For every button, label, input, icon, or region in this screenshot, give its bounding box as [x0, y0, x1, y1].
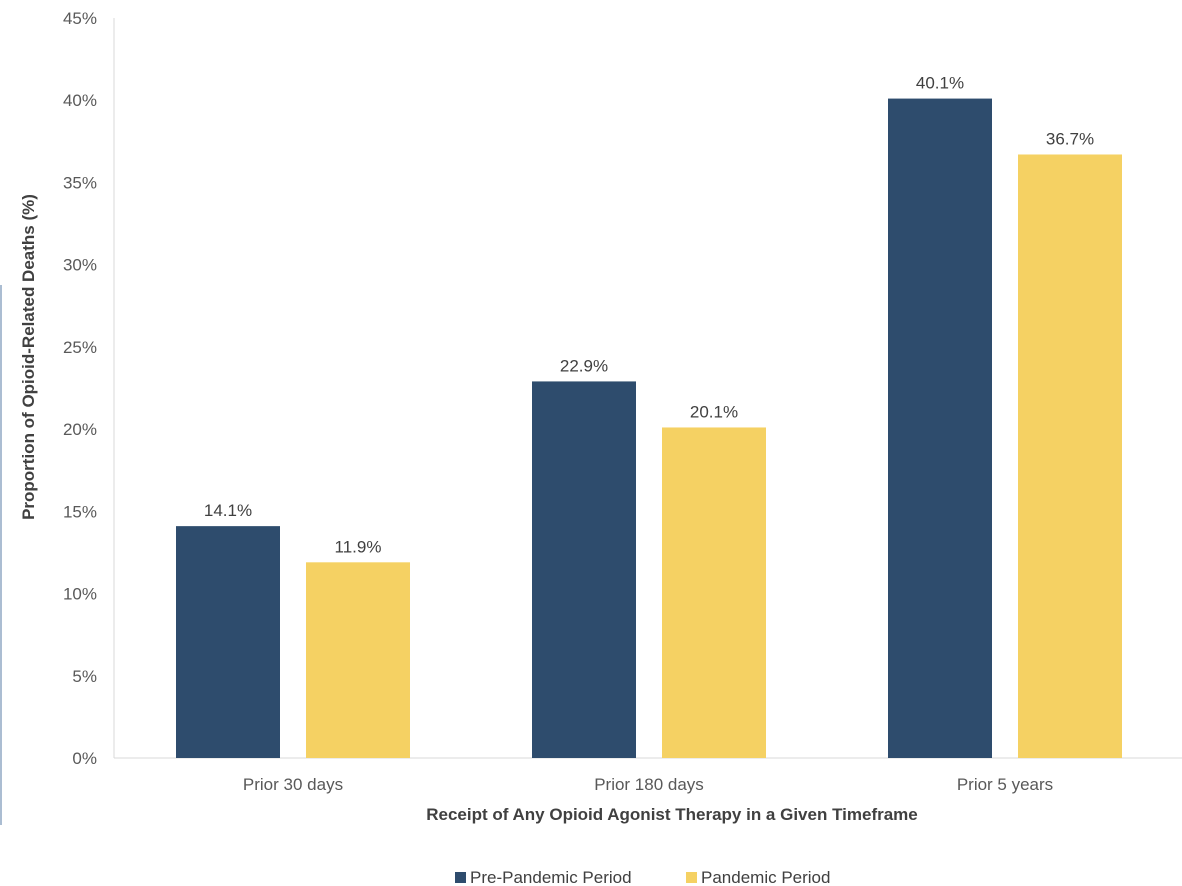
y-tick-label: 40% — [63, 91, 97, 110]
bar-pre-pandemic-period — [888, 98, 992, 759]
x-tick-label: Prior 5 years — [957, 775, 1053, 794]
y-tick-labels: 0% 5% 10% 15% 20% 25% 30% 35% 40% 45% — [63, 9, 97, 768]
y-tick-label: 0% — [72, 749, 97, 768]
x-tick-labels: Prior 30 days Prior 180 days Prior 5 years — [243, 775, 1053, 794]
y-tick-label: 10% — [63, 585, 97, 604]
data-label-pandemic-period: 20.1% — [690, 402, 738, 421]
bars — [176, 98, 1122, 759]
y-tick-label: 30% — [63, 256, 97, 275]
data-label-pre-pandemic-period: 14.1% — [204, 501, 252, 520]
legend-label-pre-pandemic: Pre-Pandemic Period — [470, 868, 632, 886]
legend: Pre-Pandemic Period Pandemic Period — [455, 868, 830, 886]
legend-swatch-pre-pandemic — [455, 872, 466, 883]
bar-pre-pandemic-period — [176, 526, 280, 758]
x-axis-title: Receipt of Any Opioid Agonist Therapy in… — [426, 805, 918, 824]
x-tick-label: Prior 30 days — [243, 775, 343, 794]
data-label-pre-pandemic-period: 40.1% — [916, 74, 964, 93]
y-axis-title: Proportion of Opioid-Related Deaths (%) — [19, 194, 38, 520]
legend-label-pandemic: Pandemic Period — [701, 868, 830, 886]
y-tick-label: 25% — [63, 338, 97, 357]
data-labels: 14.1% 22.9% 40.1% 11.9% 20.1% 36.7% — [204, 74, 1094, 557]
data-label-pre-pandemic-period: 22.9% — [560, 356, 608, 375]
bar-pandemic-period — [662, 427, 766, 758]
y-tick-label: 5% — [72, 667, 97, 686]
bar-pandemic-period — [1018, 154, 1122, 758]
bar-pandemic-period — [306, 562, 410, 758]
x-tick-label: Prior 180 days — [594, 775, 704, 794]
bar-pre-pandemic-period — [532, 381, 636, 758]
y-tick-label: 15% — [63, 502, 97, 521]
y-tick-label: 35% — [63, 173, 97, 192]
y-tick-label: 45% — [63, 9, 97, 28]
data-label-pandemic-period: 36.7% — [1046, 129, 1094, 148]
y-tick-label: 20% — [63, 420, 97, 439]
data-label-pandemic-period: 11.9% — [335, 537, 382, 556]
legend-swatch-pandemic — [686, 872, 697, 883]
